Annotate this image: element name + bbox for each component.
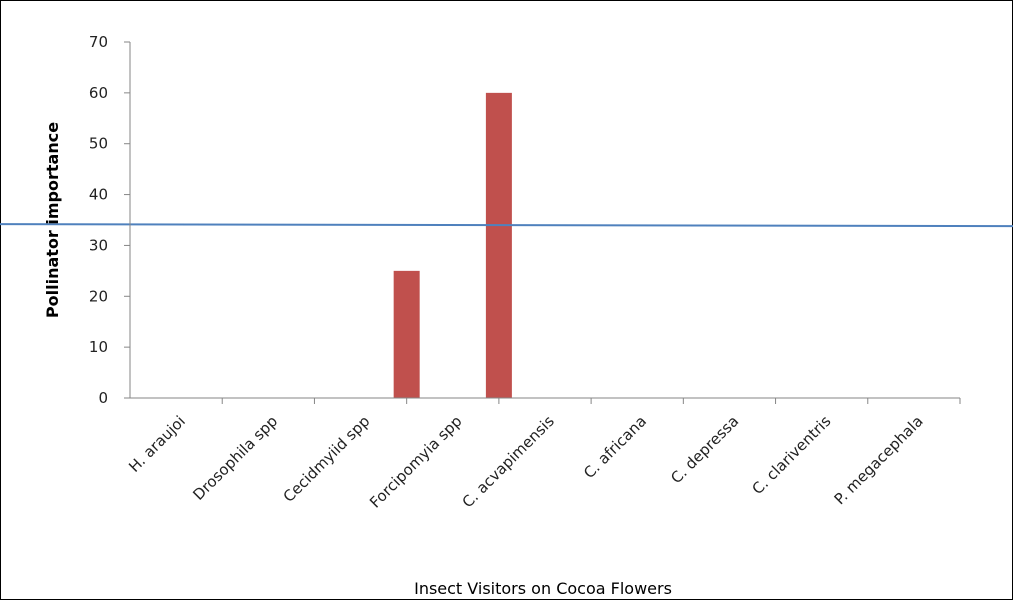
y-tick-label: 40: [89, 186, 108, 204]
x-category-label: P. megacephala: [831, 412, 927, 508]
y-tick-label: 70: [89, 33, 108, 51]
x-category-label: C. africana: [580, 412, 650, 482]
x-axis-label: Insect Visitors on Cocoa Flowers: [414, 579, 672, 598]
y-tick-label: 20: [89, 287, 108, 305]
x-category-label: H. araujoi: [125, 412, 189, 476]
y-tick-label: 60: [89, 84, 108, 102]
reference-line: [0, 223, 1013, 228]
bar: [485, 92, 512, 398]
y-tick-label: 30: [89, 236, 108, 254]
x-category-label: Forcipomyia spp: [366, 412, 465, 511]
x-category-label: C. depressa: [667, 412, 742, 487]
y-tick-label: 0: [98, 389, 108, 407]
y-axis-label: Pollinator importance: [43, 122, 62, 318]
x-category-label: Drosophila spp: [189, 412, 281, 504]
x-category-label: Cecidmyiid spp: [280, 412, 374, 506]
x-category-label: C. clariventris: [749, 412, 835, 498]
y-axis-ticks: 0 10 20 30 40 50 60 70: [89, 33, 130, 407]
bar: [393, 270, 420, 398]
x-category-label: C. acvapimensis: [459, 412, 558, 511]
y-tick-label: 10: [89, 338, 108, 356]
y-tick-label: 50: [89, 135, 108, 153]
bar-series: [393, 92, 512, 398]
